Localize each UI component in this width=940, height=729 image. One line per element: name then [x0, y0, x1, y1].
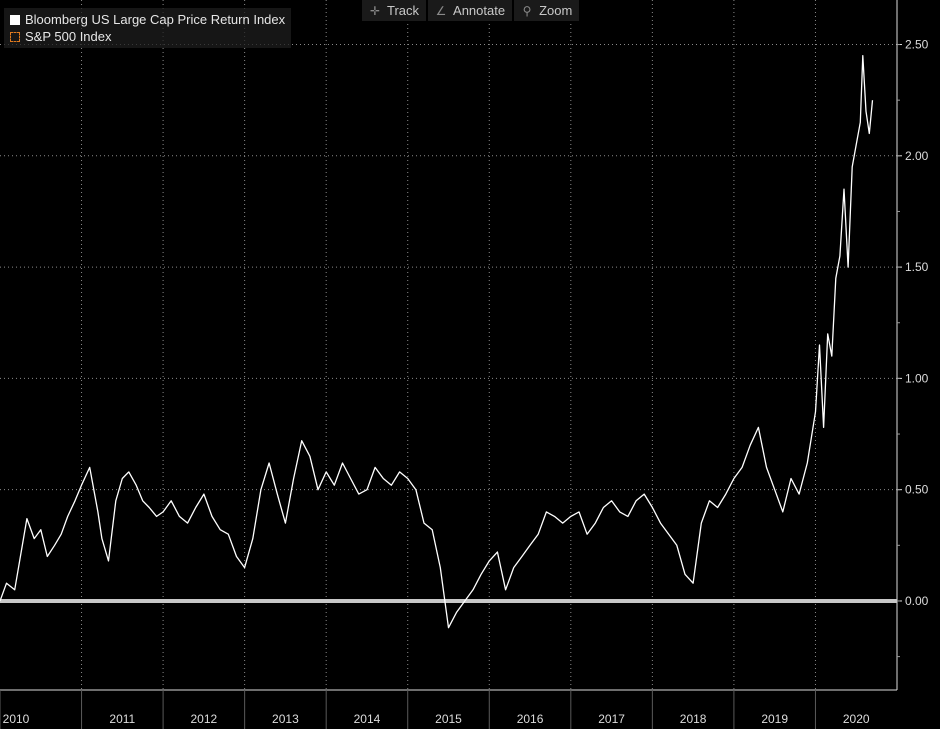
- x-tick-label: 2012: [191, 712, 218, 726]
- crosshair-icon: ✛: [369, 3, 381, 18]
- legend-swatch-solid: [10, 14, 20, 25]
- grid-lines: [0, 0, 897, 690]
- x-tick-label: 2011: [109, 712, 135, 726]
- magnifier-icon: ⚲: [522, 3, 532, 18]
- y-tick-label: 0.50: [905, 483, 929, 497]
- y-tick-label: 1.50: [905, 260, 929, 274]
- x-tick-label: 2019: [761, 712, 788, 726]
- x-tick-label: 2013: [272, 712, 299, 726]
- x-axis-ticks: 2010 2011 2012 2013 2014 2015 2016 2017 2018 2019…: [0, 690, 870, 729]
- y-tick-label: 1.00: [905, 371, 929, 385]
- x-tick-label: 2018: [680, 712, 707, 726]
- y-tick-label: 2.00: [905, 149, 929, 163]
- chart-toolbar: ✛ Track ∠ Annotate ⚲ Zoom: [362, 0, 580, 21]
- x-tick-label: 2010: [3, 712, 30, 726]
- y-tick-label: 2.50: [905, 38, 929, 52]
- zoom-button[interactable]: ⚲ Zoom: [514, 0, 580, 21]
- axes: [0, 0, 898, 691]
- annotate-button[interactable]: ∠ Annotate: [428, 0, 513, 21]
- legend-label: S&P 500 Index: [25, 29, 112, 44]
- legend-label: Bloomberg US Large Cap Price Return Inde…: [25, 12, 286, 27]
- series-line: [0, 54, 874, 629]
- track-label: Track: [387, 3, 420, 18]
- track-button[interactable]: ✛ Track: [362, 0, 427, 21]
- x-tick-label: 2014: [354, 712, 381, 726]
- zoom-label: Zoom: [539, 3, 573, 18]
- y-tick-label: 0.00: [905, 594, 929, 608]
- legend-swatch-dashed: [10, 31, 20, 42]
- pencil-icon: ∠: [435, 3, 447, 18]
- legend: Bloomberg US Large Cap Price Return Inde…: [4, 8, 292, 48]
- x-tick-label: 2016: [517, 712, 544, 726]
- x-tick-label: 2020: [843, 712, 870, 726]
- annotate-label: Annotate: [453, 3, 506, 18]
- x-tick-label: 2017: [598, 712, 625, 726]
- x-tick-label: 2015: [435, 712, 462, 726]
- series-layer: [0, 54, 874, 629]
- legend-item-bloomberg[interactable]: Bloomberg US Large Cap Price Return Inde…: [10, 11, 285, 28]
- legend-item-sp500[interactable]: S&P 500 Index: [10, 28, 285, 45]
- y-axis-ticks: 0.00 0.50 1.00 1.50 2.00 2.50: [897, 38, 929, 658]
